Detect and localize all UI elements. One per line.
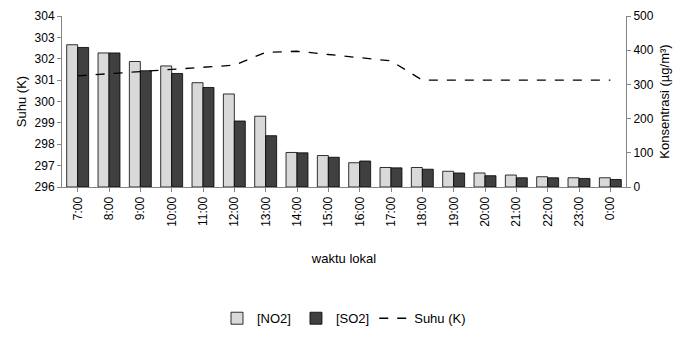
svg-text:waktu lokal: waktu lokal xyxy=(311,251,376,266)
svg-text:13:00: 13:00 xyxy=(259,196,273,226)
svg-text:16:00: 16:00 xyxy=(353,196,367,226)
svg-text:297: 297 xyxy=(35,159,55,173)
svg-text:298: 298 xyxy=(35,137,55,151)
svg-text:7:00: 7:00 xyxy=(71,196,85,220)
svg-text:18:00: 18:00 xyxy=(415,196,429,226)
svg-text:500: 500 xyxy=(633,9,653,23)
svg-text:200: 200 xyxy=(633,112,653,126)
svg-text:12:00: 12:00 xyxy=(227,196,241,226)
svg-text:300: 300 xyxy=(35,95,55,109)
svg-text:296: 296 xyxy=(35,180,55,194)
svg-text:[NO2]: [NO2] xyxy=(257,311,291,326)
svg-text:11:00: 11:00 xyxy=(196,196,210,225)
svg-text:17:00: 17:00 xyxy=(384,196,398,226)
svg-text:302: 302 xyxy=(35,52,55,66)
svg-text:100: 100 xyxy=(633,146,653,160)
svg-text:Suhu (K): Suhu (K) xyxy=(414,311,465,326)
svg-text:400: 400 xyxy=(633,43,653,57)
svg-text:10:00: 10:00 xyxy=(165,196,179,226)
svg-text:Suhu (K): Suhu (K) xyxy=(14,76,29,127)
svg-text:303: 303 xyxy=(35,31,55,45)
svg-text:0: 0 xyxy=(633,180,640,194)
svg-text:8:00: 8:00 xyxy=(102,196,116,220)
svg-text:15:00: 15:00 xyxy=(321,196,335,226)
svg-text:23:00: 23:00 xyxy=(572,196,586,226)
svg-text:301: 301 xyxy=(35,73,55,87)
svg-text:0:00: 0:00 xyxy=(603,196,617,220)
svg-text:[SO2]: [SO2] xyxy=(336,311,369,326)
svg-text:14:00: 14:00 xyxy=(290,196,304,226)
svg-text:22:00: 22:00 xyxy=(541,196,555,226)
svg-text:9:00: 9:00 xyxy=(133,196,147,220)
svg-text:300: 300 xyxy=(633,78,653,92)
svg-text:304: 304 xyxy=(35,9,55,23)
svg-text:20:00: 20:00 xyxy=(478,196,492,226)
svg-text:Konsentrasi (µg/m³): Konsentrasi (µg/m³) xyxy=(657,44,672,158)
svg-text:21:00: 21:00 xyxy=(509,196,523,226)
svg-text:19:00: 19:00 xyxy=(447,196,461,226)
svg-text:299: 299 xyxy=(35,116,55,130)
